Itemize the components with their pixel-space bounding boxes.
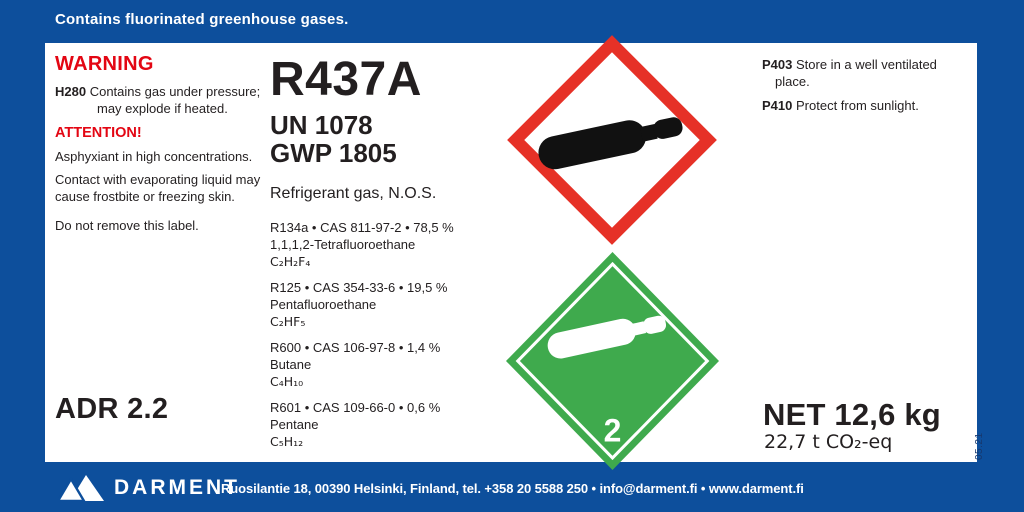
ghs04-gas-cylinder-pictogram: [507, 35, 717, 245]
component-line: R601 • CAS 109-66-0 • 0,6 %: [270, 400, 441, 415]
fluorinated-gases-notice: Contains fluorinated greenhouse gases.: [55, 11, 349, 28]
un-number: UN 1078: [270, 110, 373, 140]
adr-class-number: 2: [604, 412, 622, 448]
h280-statement: H280 Contains gas under pressure; may ex…: [55, 83, 271, 117]
adr-diamond: [506, 252, 719, 470]
component-r601: R601 • CAS 109-66-0 • 0,6 % Pentane C₅H₁…: [270, 399, 480, 450]
net-weight: NET 12,6 kg: [763, 397, 941, 432]
component-line: R125 • CAS 354-33-6 • 19,5 %: [270, 280, 448, 295]
warning-title: WARNING: [55, 53, 154, 75]
p410-text: Protect from sunlight.: [796, 98, 919, 113]
component-line: R600 • CAS 106-97-8 • 1,4 %: [270, 340, 441, 355]
batch-code: 05.21: [974, 432, 985, 460]
component-name: Pentafluoroethane: [270, 297, 377, 312]
h280-text: Contains gas under pressure; may explode…: [89, 84, 261, 116]
component-formula: C₂HF₅: [270, 314, 306, 329]
p403-code: P403: [762, 57, 793, 72]
darment-logo-icon: [58, 475, 104, 501]
adr-class-label: ADR 2.2: [55, 393, 169, 425]
component-formula: C₅H₁₂: [270, 434, 304, 449]
h280-code: H280: [55, 84, 87, 99]
component-line: R134a • CAS 811-97-2 • 78,5 %: [270, 220, 454, 235]
do-not-remove-statement: Do not remove this label.: [55, 218, 199, 233]
co2-equivalent: 22,7 t CO₂-eq: [764, 431, 893, 453]
product-description: Refrigerant gas, N.O.S.: [270, 185, 437, 202]
p410-statement: P410 Protect from sunlight.: [762, 97, 962, 114]
p403-text: Store in a well ventilated place.: [775, 57, 937, 89]
p403-statement: P403 Store in a well ventilated place.: [762, 56, 962, 90]
gas-cylinder-icon-white: [547, 315, 667, 359]
component-formula: C₄H₁₀: [270, 374, 304, 389]
brand-name: DARMENT: [114, 476, 240, 499]
product-name: R437A: [270, 53, 422, 106]
component-r600: R600 • CAS 106-97-8 • 1,4 % Butane C₄H₁₀: [270, 339, 480, 390]
label-panel: WARNING H280 Contains gas under pressure…: [45, 43, 977, 462]
company-address: Ruosilantie 18, 00390 Helsinki, Finland,…: [221, 481, 804, 496]
adr-diamond-inner-line: [515, 261, 710, 461]
component-r134a: R134a • CAS 811-97-2 • 78,5 % 1,1,1,2-Te…: [270, 219, 480, 270]
component-formula: C₂H₂F₄: [270, 254, 311, 269]
precautionary-statements-column: P403 Store in a well ventilated place. P…: [762, 56, 962, 121]
attention-statement-asphyxiant: Asphyxiant in high concentrations.: [55, 149, 253, 164]
component-r125: R125 • CAS 354-33-6 • 19,5 % Pentafluoro…: [270, 279, 480, 330]
component-name: Butane: [270, 357, 312, 372]
gas-cylinder-icon: [538, 117, 683, 170]
attention-statement-frostbite: Contact with evaporating liquid may caus…: [55, 172, 261, 204]
hazard-statements-column: WARNING H280 Contains gas under pressure…: [55, 53, 271, 240]
product-info-column: R437A UN 1078 GWP 1805 Refrigerant gas, …: [270, 53, 480, 459]
component-name: 1,1,1,2-Tetrafluoroethane: [270, 237, 416, 252]
component-name: Pentane: [270, 417, 319, 432]
p410-code: P410: [762, 98, 793, 113]
gwp-value: GWP 1805: [270, 138, 397, 168]
attention-title: ATTENTION!: [55, 125, 142, 141]
adr-2-2-placard: 2: [506, 252, 719, 470]
